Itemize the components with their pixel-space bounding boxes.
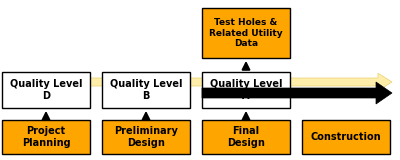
- Text: Quality Level
A: Quality Level A: [210, 79, 282, 101]
- FancyBboxPatch shape: [102, 72, 190, 108]
- Text: Construction: Construction: [311, 132, 381, 142]
- Text: Final
Design: Final Design: [227, 126, 265, 148]
- FancyBboxPatch shape: [202, 120, 290, 154]
- Polygon shape: [202, 82, 392, 104]
- FancyBboxPatch shape: [202, 72, 290, 108]
- FancyBboxPatch shape: [2, 72, 90, 108]
- Text: Preliminary
Design: Preliminary Design: [114, 126, 178, 148]
- Text: Quality Level
D: Quality Level D: [10, 79, 82, 101]
- FancyBboxPatch shape: [102, 120, 190, 154]
- Polygon shape: [90, 73, 392, 91]
- FancyBboxPatch shape: [202, 8, 290, 58]
- FancyBboxPatch shape: [302, 120, 390, 154]
- FancyBboxPatch shape: [2, 120, 90, 154]
- Text: Quality Level
B: Quality Level B: [110, 79, 182, 101]
- Text: Test Holes &
Related Utility
Data: Test Holes & Related Utility Data: [209, 18, 283, 48]
- Text: Project
Planning: Project Planning: [22, 126, 70, 148]
